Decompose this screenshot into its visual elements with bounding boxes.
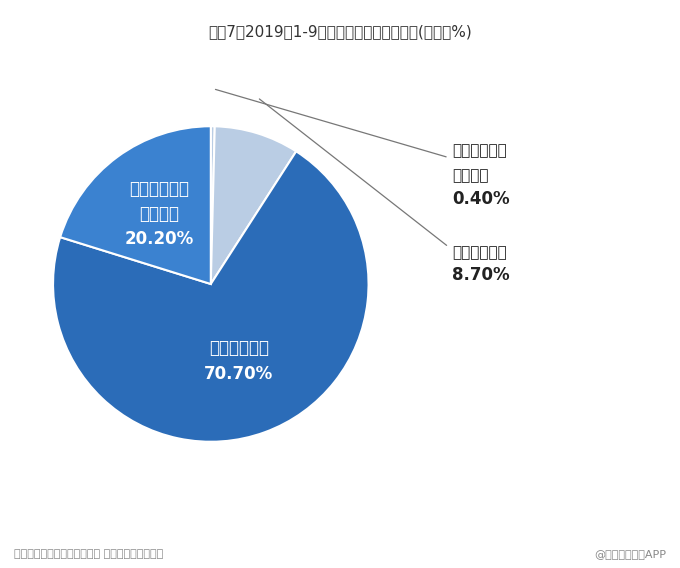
- Text: 插电式混合动: 插电式混合动: [452, 143, 507, 158]
- Text: 纯电动乘用车: 纯电动乘用车: [209, 340, 269, 357]
- Text: 8.70%: 8.70%: [452, 266, 510, 285]
- Text: 图表7：2019年1-9月新能源汽车销量结构图(单位：%): 图表7：2019年1-9月新能源汽车销量结构图(单位：%): [208, 24, 472, 39]
- Text: 20.20%: 20.20%: [124, 231, 194, 248]
- Wedge shape: [53, 151, 369, 442]
- Wedge shape: [211, 126, 215, 284]
- Text: 力乘用车: 力乘用车: [139, 205, 180, 223]
- Text: 70.70%: 70.70%: [204, 365, 273, 383]
- Text: 力商用车: 力商用车: [452, 169, 489, 183]
- Text: 插电式混合动: 插电式混合动: [129, 180, 189, 198]
- Text: 资料来源：中国汽车工业协会 前瞻产业研究院整理: 资料来源：中国汽车工业协会 前瞻产业研究院整理: [14, 549, 163, 559]
- Text: 纯电动商用车: 纯电动商用车: [452, 245, 507, 260]
- Wedge shape: [211, 126, 296, 284]
- Wedge shape: [60, 126, 211, 284]
- Text: @前瞻经济学人APP: @前瞻经济学人APP: [594, 549, 666, 559]
- Text: 0.40%: 0.40%: [452, 190, 510, 208]
